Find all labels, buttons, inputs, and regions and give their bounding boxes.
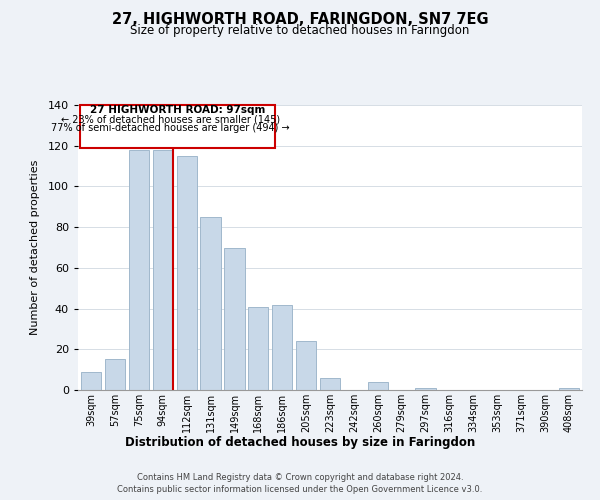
Bar (415, 388, 436, 390)
Bar (152, 150, 173, 390)
Bar (224, 248, 245, 390)
Y-axis label: Number of detached properties: Number of detached properties (29, 160, 40, 335)
Bar (80, 105, 275, 148)
Text: ← 23% of detached houses are smaller (145): ← 23% of detached houses are smaller (14… (61, 114, 280, 124)
Text: Size of property relative to detached houses in Faringdon: Size of property relative to detached ho… (130, 24, 470, 37)
Text: 77% of semi-detached houses are larger (494) →: 77% of semi-detached houses are larger (… (51, 124, 290, 134)
Bar (248, 306, 268, 390)
Bar (81, 372, 101, 390)
Bar (320, 378, 340, 390)
Bar (105, 360, 125, 390)
Bar (176, 156, 197, 390)
Bar (200, 217, 221, 390)
Text: 27 HIGHWORTH ROAD: 97sqm: 27 HIGHWORTH ROAD: 97sqm (90, 105, 265, 115)
Bar (272, 304, 292, 390)
Bar (129, 150, 149, 390)
Bar (559, 388, 579, 390)
Bar (368, 382, 388, 390)
Text: Distribution of detached houses by size in Faringdon: Distribution of detached houses by size … (125, 436, 475, 449)
Text: 27, HIGHWORTH ROAD, FARINGDON, SN7 7EG: 27, HIGHWORTH ROAD, FARINGDON, SN7 7EG (112, 12, 488, 28)
Text: Contains public sector information licensed under the Open Government Licence v3: Contains public sector information licen… (118, 484, 482, 494)
Text: Contains HM Land Registry data © Crown copyright and database right 2024.: Contains HM Land Registry data © Crown c… (137, 473, 463, 482)
Bar (296, 341, 316, 390)
